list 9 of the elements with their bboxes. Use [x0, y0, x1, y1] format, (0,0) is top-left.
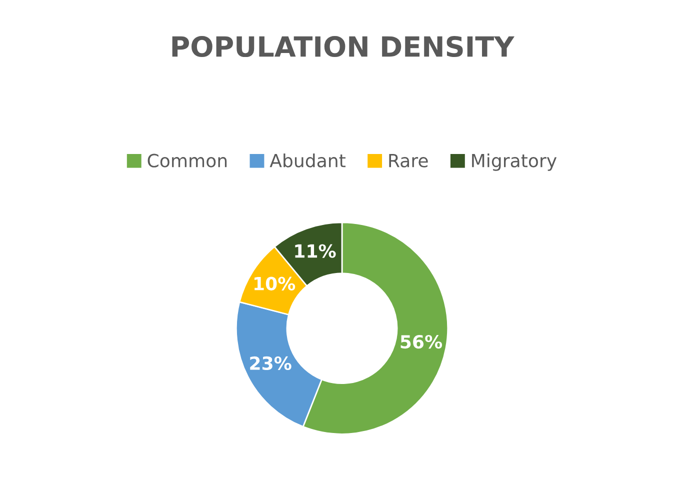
- chart-title: POPULATION DENSITY: [172, 36, 514, 58]
- data-label: 23%: [250, 356, 292, 370]
- legend-label: Abudant: [270, 153, 346, 168]
- data-label: 11%: [295, 244, 336, 258]
- data-label: 10%: [254, 276, 296, 290]
- data-label: 56%: [400, 334, 442, 349]
- legend-label: Migratory: [472, 153, 557, 171]
- legend-label: Common: [148, 154, 227, 168]
- legend-label: Rare: [389, 154, 428, 168]
